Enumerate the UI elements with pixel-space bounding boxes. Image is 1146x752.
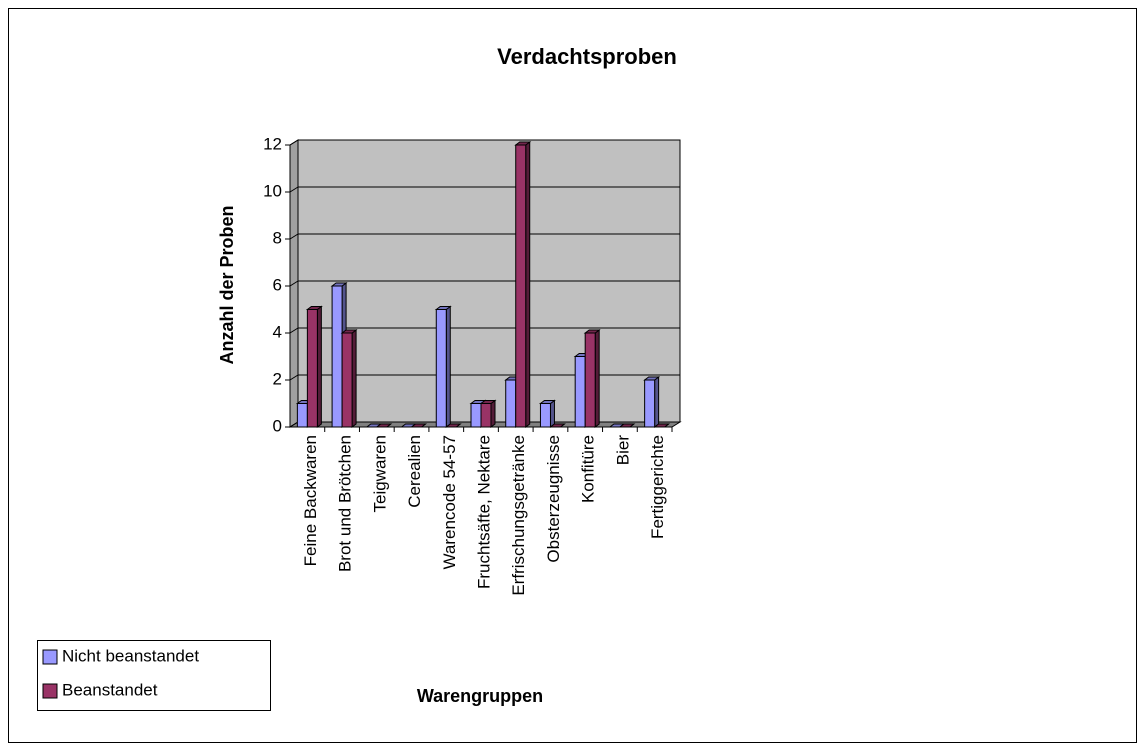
grid-line xyxy=(289,374,299,381)
grid-line xyxy=(289,139,299,146)
bar-top xyxy=(548,423,566,428)
bar-top xyxy=(618,423,636,428)
bar xyxy=(644,379,656,428)
grid-line xyxy=(289,280,299,287)
y-tick-label: 8 xyxy=(273,228,282,247)
x-tick-label: Cerealien xyxy=(405,435,424,508)
x-tick-label: Erfrischungsgetränke xyxy=(509,435,528,596)
y-tick-label: 0 xyxy=(273,416,282,435)
bar-side xyxy=(525,141,531,428)
x-tick-label: Brot und Brötchen xyxy=(336,435,355,572)
x-tick-label: Fruchtsäfte, Nektare xyxy=(474,435,493,589)
bar-side xyxy=(594,329,600,428)
y-tick-label: 6 xyxy=(273,275,282,294)
x-tick-label: Warencode 54-57 xyxy=(440,435,459,570)
grid-line xyxy=(289,186,299,193)
bar-side xyxy=(654,376,660,428)
x-tick-label: Bier xyxy=(613,435,632,466)
bar xyxy=(505,379,517,428)
y-axis-title: Anzahl der Proben xyxy=(217,205,237,364)
bar-top xyxy=(444,423,462,428)
legend-box xyxy=(37,640,271,711)
grid-line xyxy=(289,233,299,240)
bar xyxy=(470,403,482,428)
x-tick-label: Obsterzeugnisse xyxy=(544,435,563,563)
bar xyxy=(574,356,586,428)
bar-top xyxy=(653,423,671,428)
bar xyxy=(341,332,353,428)
bar-top xyxy=(410,423,428,428)
chart-title: Verdachtsproben xyxy=(497,44,677,69)
bar xyxy=(296,403,308,428)
grid-line xyxy=(289,421,299,428)
legend-label: Nicht beanstandet xyxy=(62,646,199,665)
y-tick-label: 12 xyxy=(263,134,282,153)
bar-side xyxy=(445,305,451,428)
bar xyxy=(584,332,596,428)
bar xyxy=(515,144,527,428)
legend-label: Beanstandet xyxy=(62,680,158,699)
bar-top xyxy=(375,423,393,428)
y-tick-label: 2 xyxy=(273,369,282,388)
x-axis-title: Warengruppen xyxy=(417,686,543,706)
x-tick-label: Feine Backwaren xyxy=(301,435,320,566)
x-tick-label: Teigwaren xyxy=(370,435,389,513)
bar-side xyxy=(549,399,555,428)
x-tick-label: Fertiggerichte xyxy=(648,435,667,539)
bar-side xyxy=(316,305,322,428)
bar xyxy=(435,309,447,428)
x-tick-label: Konfitüre xyxy=(579,435,598,503)
bar xyxy=(480,403,492,428)
bar xyxy=(306,309,318,428)
bar xyxy=(539,403,551,428)
bar xyxy=(331,285,343,428)
y-tick-label: 10 xyxy=(263,181,282,200)
y-tick-label: 4 xyxy=(273,322,282,341)
bar-side xyxy=(351,329,357,428)
legend-swatch xyxy=(42,683,58,699)
legend-swatch xyxy=(42,649,58,665)
grid-line xyxy=(289,327,299,334)
bar-side xyxy=(490,399,496,428)
